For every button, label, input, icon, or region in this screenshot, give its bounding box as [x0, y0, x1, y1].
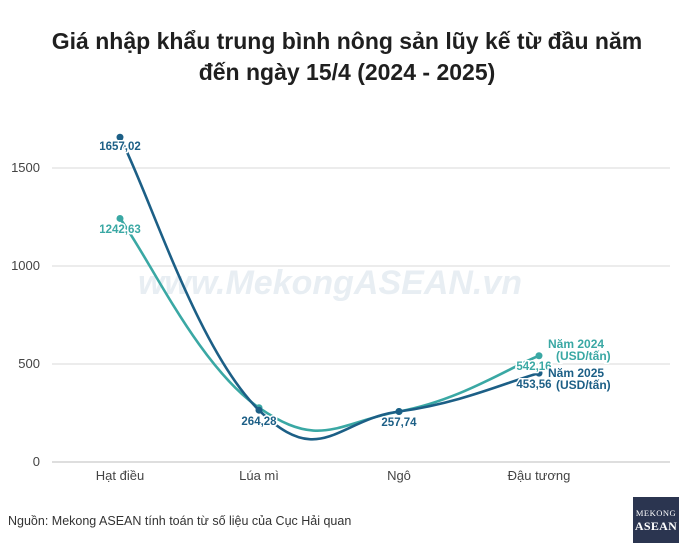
data-label-2025: 264,28 — [241, 416, 277, 428]
data-point-2025 — [116, 133, 124, 141]
logo-line2: ASEAN — [634, 519, 678, 533]
series-line-2024 — [118, 217, 541, 432]
watermark-text: www.MekongASEAN.vn — [138, 264, 522, 302]
x-tick-label: Lúa mì — [239, 468, 279, 483]
label-layer: 0 500 1000 1500 Hạt điều Lúa mì Ngô Đậu tương 12… — [11, 140, 612, 484]
chart-title-line1: Giá nhập khẩu trung bình nông sản lũy kế… — [51, 28, 643, 54]
x-tick-label: Đậu tương — [508, 468, 571, 483]
series-layer — [116, 133, 543, 441]
mekong-asean-logo: MEKONG ASEAN — [633, 497, 679, 543]
data-label-2024: 542,16 — [516, 361, 551, 373]
y-tick-label: 500 — [18, 356, 40, 371]
data-point-2025 — [535, 369, 543, 377]
data-label-2025: 1657,02 — [99, 141, 141, 153]
chart-title: Giá nhập khẩu trung bình nông sản lũy kế… — [0, 26, 694, 88]
series-line-2025 — [118, 135, 541, 441]
data-label-2025: 453,56 — [516, 379, 551, 391]
data-point-2025 — [395, 407, 403, 415]
data-label-2024: 1242,63 — [99, 224, 141, 236]
source-note: Nguồn: Mekong ASEAN tính toán từ số liệu… — [8, 514, 352, 528]
x-tick-label: Hạt điều — [96, 468, 144, 483]
series-label-2025: Năm 2025 — [548, 366, 604, 380]
data-point-2025 — [255, 406, 263, 414]
y-tick-label: 1000 — [11, 258, 40, 273]
chart-title-line2: đến ngày 15/4 (2024 - 2025) — [198, 59, 496, 85]
series-label-2024: Năm 2024 — [548, 337, 604, 351]
data-point-2024 — [535, 352, 543, 360]
grid-layer — [52, 167, 670, 463]
y-tick-label: 1500 — [11, 160, 40, 175]
series-unit-2025: (USD/tấn) — [556, 378, 611, 392]
data-point-2024 — [116, 214, 124, 222]
logo-line1: MEKONG — [635, 508, 677, 518]
y-tick-label: 0 — [33, 454, 40, 469]
data-label-2025: 257,74 — [381, 417, 417, 429]
x-tick-label: Ngô — [387, 468, 411, 483]
series-unit-2024: (USD/tấn) — [556, 349, 611, 363]
